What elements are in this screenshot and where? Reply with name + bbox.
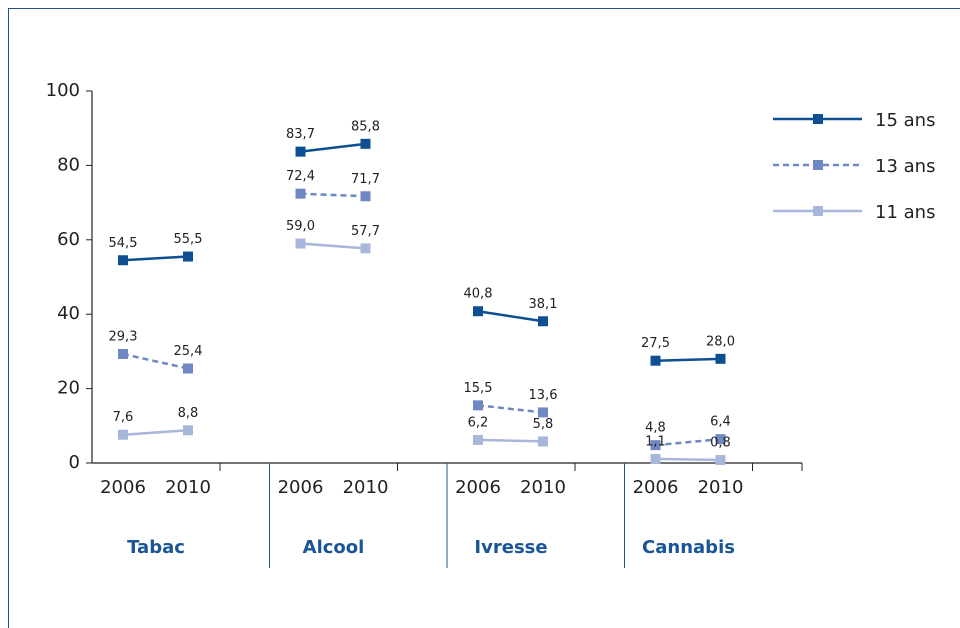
point [360, 191, 371, 202]
x-tick-label: 2006 [100, 477, 146, 498]
series-line [122, 352, 189, 370]
point [118, 429, 128, 440]
point [360, 243, 371, 254]
value-label: 59,0 [286, 219, 315, 234]
legend-marker [813, 206, 823, 216]
x-tick-label: 2006 [278, 477, 324, 498]
point [360, 138, 371, 149]
x-tick-label: 2010 [343, 477, 389, 498]
point [183, 425, 193, 436]
value-label: 25,4 [174, 344, 203, 359]
point [715, 455, 726, 466]
point [473, 434, 483, 445]
value-label: 8,8 [178, 406, 199, 421]
value-label: 83,7 [286, 127, 315, 142]
series-line [477, 309, 544, 323]
series-line [300, 192, 366, 198]
value-label: 6,2 [468, 415, 489, 430]
point [650, 355, 661, 366]
value-label: 15,5 [464, 381, 493, 396]
group-label: Alcool [303, 537, 365, 558]
series-line [300, 142, 366, 153]
value-label: 27,5 [641, 336, 670, 351]
point [295, 238, 306, 249]
value-label: 71,7 [351, 172, 380, 187]
y-tick-label: 60 [57, 229, 80, 250]
point [538, 407, 548, 418]
group-label: Tabac [127, 537, 185, 558]
y-tick-label: 100 [46, 80, 80, 101]
x-tick-label: 2006 [633, 477, 679, 498]
value-label: 6,4 [710, 415, 731, 430]
value-label: 1,1 [645, 434, 666, 449]
value-label: 13,6 [529, 388, 558, 403]
value-label: 72,4 [286, 169, 315, 184]
point [473, 400, 483, 411]
point [183, 251, 193, 262]
frame [8, 8, 960, 628]
x-tick-label: 2006 [455, 477, 501, 498]
value-label: 29,3 [109, 330, 138, 345]
legend-label: 13 ans [875, 156, 935, 177]
y-tick-label: 0 [69, 452, 80, 473]
series-line [655, 457, 721, 462]
series-line [122, 255, 189, 262]
series-line [655, 357, 721, 362]
series-line [655, 437, 721, 447]
point [295, 188, 306, 199]
point [538, 316, 548, 327]
point [650, 440, 661, 451]
x-tick-label: 2010 [520, 477, 566, 498]
value-label: 54,5 [109, 236, 138, 251]
point [295, 146, 306, 157]
point [715, 353, 726, 364]
point [650, 453, 661, 464]
value-label: 57,7 [351, 224, 380, 239]
legend-label: 11 ans [875, 202, 935, 223]
value-label: 40,8 [464, 287, 493, 302]
value-label: 55,5 [174, 232, 203, 247]
value-label: 85,8 [351, 119, 380, 134]
x-tick-label: 2010 [165, 477, 211, 498]
series-line [122, 429, 189, 436]
value-label: 0,8 [710, 436, 731, 451]
legend-label: 15 ans [875, 110, 935, 131]
value-label: 38,1 [529, 297, 558, 312]
value-label: 7,6 [113, 410, 134, 425]
y-tick-label: 20 [57, 378, 80, 399]
point [118, 255, 128, 266]
y-tick-label: 40 [57, 303, 80, 324]
legend-marker [813, 160, 823, 170]
series-line [477, 404, 544, 414]
value-label: 4,8 [645, 421, 666, 436]
point [183, 363, 193, 374]
point [473, 306, 483, 317]
value-label: 28,0 [706, 334, 735, 349]
group-label: Cannabis [642, 537, 735, 558]
point [118, 349, 128, 360]
x-tick-label: 2010 [698, 477, 744, 498]
series-line [300, 242, 366, 250]
y-tick-label: 80 [57, 154, 80, 175]
point [538, 436, 548, 447]
point [715, 434, 726, 445]
value-label: 5,8 [533, 417, 554, 432]
series-line [477, 438, 544, 443]
group-label: Ivresse [474, 537, 547, 558]
legend-marker [813, 114, 823, 124]
